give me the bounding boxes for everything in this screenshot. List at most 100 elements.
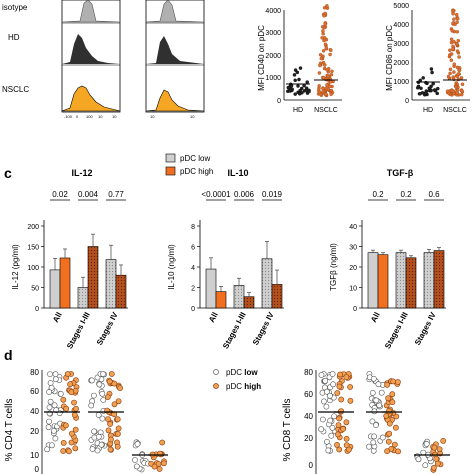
y-tick-label: 60	[304, 390, 313, 399]
data-point	[322, 6, 327, 10]
data-point	[436, 446, 443, 453]
data-point	[132, 457, 138, 463]
p-value-label: 0.004	[78, 190, 99, 199]
chart-title: IL-12	[71, 168, 92, 178]
y-tick-label: 0	[353, 306, 357, 313]
chart-title: TGF-β	[387, 168, 414, 178]
bar	[105, 259, 117, 309]
y-tick-label: 40	[304, 412, 313, 421]
data-point	[105, 416, 111, 422]
data-point	[69, 430, 75, 437]
y-tick-label: 3000	[393, 41, 409, 48]
data-point	[322, 14, 326, 18]
data-point	[455, 49, 460, 53]
data-point	[117, 385, 123, 391]
data-point	[73, 405, 79, 412]
x-tick-label: Stages I-III	[65, 311, 92, 351]
hist-label-isotype: isotype	[2, 3, 28, 12]
legend-dot-high	[213, 383, 219, 389]
data-point	[89, 446, 96, 452]
data-point	[57, 390, 64, 397]
bar	[377, 254, 389, 309]
data-point	[305, 80, 309, 84]
data-point	[323, 438, 330, 445]
x-tick-label: Stages I-III	[383, 311, 410, 351]
data-point	[100, 371, 106, 377]
data-point	[151, 463, 158, 470]
data-point	[347, 397, 354, 404]
bar	[433, 250, 445, 309]
hist-label-hd: HD	[8, 33, 20, 42]
data-point	[445, 89, 450, 93]
data-point	[133, 463, 140, 470]
data-point	[455, 41, 459, 46]
data-point	[424, 80, 428, 85]
data-point	[297, 92, 302, 96]
hist-tick: 10	[150, 114, 155, 119]
data-point	[389, 399, 396, 406]
y-tick-label: 40	[30, 407, 39, 416]
data-point	[422, 462, 429, 469]
data-point	[95, 433, 102, 440]
data-point	[373, 422, 379, 428]
data-point	[324, 92, 328, 97]
hist-tick: -100	[64, 114, 73, 119]
data-point	[375, 381, 382, 388]
data-point	[328, 52, 332, 57]
data-point	[328, 432, 335, 439]
chart-title: IL-10	[227, 168, 248, 178]
bar	[243, 296, 255, 309]
legend-label-d-low: pDC low	[226, 368, 258, 377]
data-point	[115, 430, 121, 437]
x-tick-label: HD	[293, 107, 303, 114]
data-point	[51, 427, 57, 434]
data-point	[318, 53, 323, 57]
x-tick-label: Stages IV	[95, 310, 120, 347]
data-point	[448, 48, 452, 52]
data-point	[319, 56, 324, 61]
data-point	[322, 25, 326, 30]
data-point	[389, 391, 396, 398]
data-point	[370, 375, 377, 382]
data-point	[329, 92, 333, 97]
hist-tick: 10	[190, 114, 195, 119]
data-point	[455, 30, 460, 34]
data-point	[295, 70, 300, 75]
bar	[49, 269, 61, 309]
legend-label-low: pDC low	[180, 154, 210, 163]
data-point	[323, 403, 330, 410]
data-point	[433, 88, 437, 92]
data-point	[325, 447, 332, 454]
data-point	[292, 73, 297, 77]
panel-label-d: d	[4, 347, 13, 363]
data-point	[115, 425, 122, 432]
data-point	[321, 29, 325, 33]
data-point	[455, 17, 460, 21]
hist-tick: 0	[76, 114, 79, 119]
data-point	[159, 439, 166, 446]
data-point	[329, 424, 336, 431]
data-point	[446, 74, 451, 79]
data-point	[459, 89, 464, 93]
data-point	[111, 380, 118, 387]
mfi-cd40-plot: MFI CD40 on pDC 4000 3000 2000 1000 0 HD…	[257, 4, 342, 114]
data-point	[435, 91, 439, 96]
data-point	[423, 440, 430, 447]
data-point	[49, 442, 55, 449]
y-tick-label: 30	[349, 245, 357, 252]
data-point	[429, 84, 433, 89]
data-point	[298, 66, 303, 70]
p-value-label: 0.006	[234, 190, 255, 199]
legend-label-d-high: pDC high	[226, 382, 261, 391]
data-point	[430, 464, 437, 471]
data-point	[419, 86, 423, 91]
data-point	[98, 441, 105, 448]
data-point	[115, 398, 122, 405]
data-point	[60, 448, 67, 454]
legend-c: pDC low pDC high	[165, 153, 213, 176]
data-point	[71, 399, 77, 406]
y-tick-label: 0	[35, 465, 40, 474]
p-value-label: 0.2	[372, 190, 384, 199]
data-point	[390, 378, 397, 385]
data-point	[370, 439, 377, 446]
